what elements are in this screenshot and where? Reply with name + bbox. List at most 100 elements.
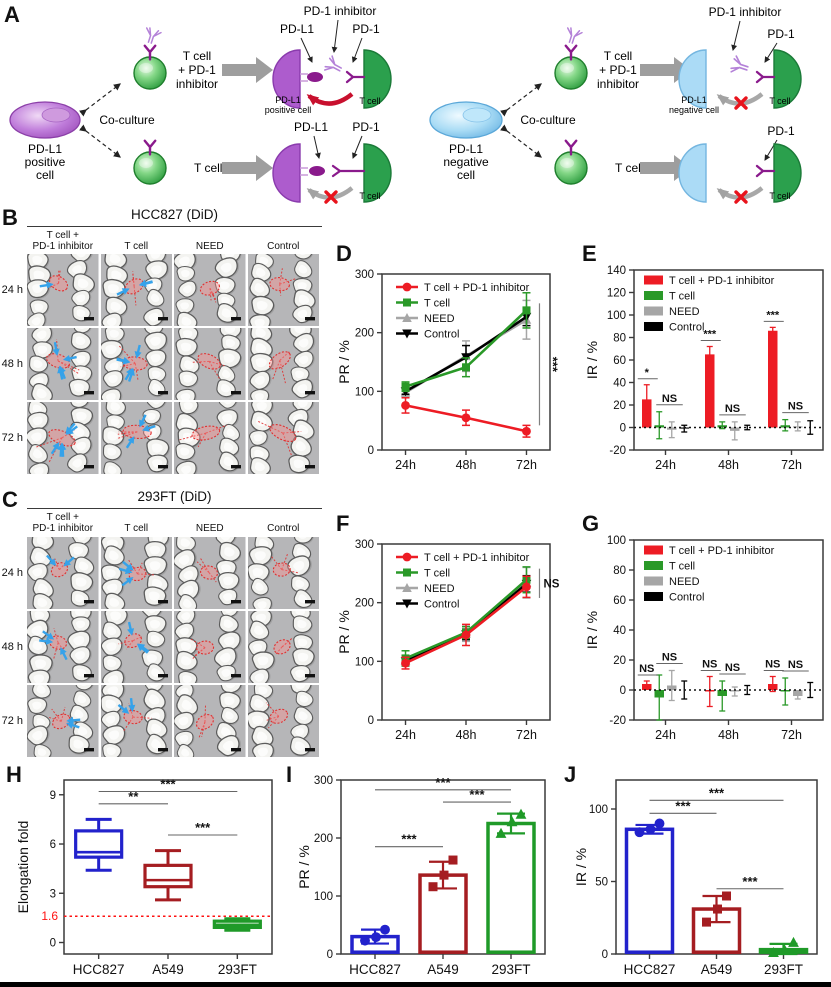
- t-cell-arrow-icon: [42, 630, 55, 640]
- chart-J: 0 50 100 IR / % HCC827 A549 293FT *** *** ***: [573, 779, 818, 977]
- svg-text:20: 20: [613, 400, 626, 412]
- coculture-label: Co-culture: [99, 113, 155, 127]
- t-cell-icon: [133, 56, 167, 90]
- panel-c-micrograph-grid: [27, 537, 319, 757]
- pd1-inhibitor-icon: [323, 54, 345, 78]
- scale-bar: [231, 674, 241, 678]
- svg-text:60: 60: [613, 355, 626, 367]
- svg-text:NS: NS: [765, 659, 780, 671]
- svg-text:40: 40: [613, 625, 626, 637]
- svg-text:NS: NS: [662, 652, 677, 664]
- svg-text:1.6: 1.6: [41, 909, 58, 923]
- coculture-label: Co-culture: [520, 113, 576, 127]
- svg-text:72h: 72h: [516, 458, 537, 472]
- micrograph-tile: [27, 611, 99, 683]
- svg-text:0: 0: [368, 715, 374, 727]
- svg-text:100: 100: [355, 656, 374, 668]
- arrow-right-icon: [222, 155, 273, 181]
- pd1-inhibitor-icon: [141, 26, 163, 46]
- pdl1-negative-cell-icon: [429, 101, 503, 139]
- t-cell-arrow-icon: [121, 576, 133, 587]
- scale-bar: [304, 465, 315, 469]
- micrograph-tile: [247, 328, 319, 400]
- t-cell-arrow-icon: [117, 703, 129, 714]
- svg-text:**: **: [128, 789, 139, 804]
- micrograph-tile: [100, 685, 172, 757]
- svg-text:Control: Control: [669, 592, 704, 604]
- panel-label-D: D: [336, 241, 352, 266]
- t-cell-arrow-icon: [39, 281, 54, 289]
- panel-d-line-chart: 0 100 200 300 24h 48h 72h PR / % T cell + PD-1 i…: [336, 254, 576, 491]
- svg-text:*: *: [645, 367, 650, 379]
- svg-text:T cell: T cell: [359, 96, 380, 106]
- micrograph-tile: [174, 254, 246, 326]
- micrograph-tile: [247, 537, 319, 609]
- scale-bar: [231, 600, 241, 604]
- red-x-icon: [324, 190, 338, 204]
- svg-text:50: 50: [595, 877, 608, 889]
- panel-label-A: A: [4, 2, 20, 27]
- svg-text:NEED: NEED: [424, 313, 455, 325]
- svg-text:293FT: 293FT: [491, 962, 530, 977]
- t-cell-arrow-icon: [60, 647, 68, 661]
- col-header: Control: [267, 240, 300, 252]
- pdl1-ligand-icon: [309, 166, 325, 176]
- svg-text:Control: Control: [424, 599, 459, 611]
- scale-bar: [304, 317, 315, 321]
- t-cell-icon: [133, 151, 167, 185]
- svg-text:PR / %: PR / %: [336, 610, 352, 654]
- t-cell-arrow-icon: [136, 643, 149, 653]
- t-cell-halfcell-icon: [363, 143, 392, 203]
- svg-text:100: 100: [355, 386, 374, 398]
- svg-text:NS: NS: [788, 659, 803, 671]
- chart-F: 0 100 200 300 24h 48h 72h PR / % T cell + PD-1 i…: [336, 539, 560, 742]
- svg-text:PD-L1: PD-L1: [280, 22, 314, 36]
- micrograph-tile: [27, 254, 99, 326]
- scale-bar: [231, 748, 241, 752]
- svg-text:inhibitor: inhibitor: [597, 77, 639, 91]
- panel-label-H: H: [6, 762, 22, 787]
- svg-text:T cell: T cell: [424, 298, 450, 310]
- t-cell-arrow-icon: [65, 422, 76, 435]
- scale-bar: [231, 465, 241, 469]
- svg-text:positive cell: positive cell: [265, 105, 312, 115]
- t-cell-arrow-icon: [138, 279, 153, 287]
- svg-text:T cell: T cell: [669, 561, 695, 573]
- t-cell-arrow-icon: [57, 442, 65, 457]
- svg-text:***: ***: [469, 787, 485, 802]
- col-header: NEED: [195, 240, 224, 252]
- micrograph-tile: [247, 611, 319, 683]
- svg-text:T cell + PD-1 inhibitor: T cell + PD-1 inhibitor: [669, 545, 775, 557]
- panel-g-bar-chart: -20 0 20 40 60 80 100 IR / % 24h 48h 72h NS NS NS NS NS…: [584, 524, 831, 761]
- t-cell-icon: [554, 151, 588, 185]
- svg-text:***: ***: [435, 775, 451, 790]
- svg-text:0: 0: [368, 445, 374, 457]
- t-cell-arrow-icon: [116, 357, 130, 365]
- svg-text:negative: negative: [443, 155, 489, 169]
- svg-text:293FT: 293FT: [764, 962, 803, 977]
- micrograph-tile: [174, 685, 246, 757]
- svg-text:NS: NS: [725, 662, 740, 674]
- t-cell-arrow-icon: [126, 621, 134, 636]
- micrograph-tile: [27, 685, 99, 757]
- svg-text:T cell: T cell: [769, 191, 790, 201]
- micrograph-tile: [174, 611, 246, 683]
- t-cell-arrow-icon: [46, 554, 57, 566]
- svg-text:24h: 24h: [655, 458, 676, 472]
- svg-text:A549: A549: [152, 962, 184, 977]
- t-cell-icon: [554, 56, 588, 90]
- attack-arrow: [306, 92, 354, 106]
- svg-text:NS: NS: [543, 578, 559, 590]
- scale-bar: [157, 465, 168, 469]
- pdl1-negative-cell-label: PD-L1: [449, 142, 483, 156]
- svg-text:Control: Control: [424, 329, 459, 341]
- micrograph-tile: [174, 537, 246, 609]
- svg-text:293FT: 293FT: [218, 962, 257, 977]
- panel-j-bar-chart: 0 50 100 IR / % HCC827 A549 293FT *** *** ***: [572, 772, 827, 987]
- svg-text:PR / %: PR / %: [336, 340, 352, 384]
- panel-b-title-rule: [27, 226, 322, 227]
- micrograph-tile: [174, 402, 246, 474]
- svg-text:PD-1: PD-1: [352, 120, 380, 134]
- micrograph-tile: [27, 328, 99, 400]
